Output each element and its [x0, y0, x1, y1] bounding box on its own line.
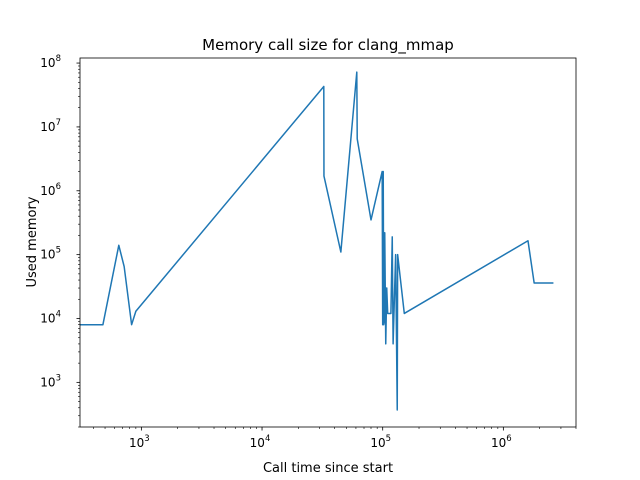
plot-frame [79, 57, 577, 428]
x-tick-exponent: 5 [386, 434, 391, 444]
y-tick-label: 103 [40, 373, 61, 389]
x-tick-label: 106 [491, 434, 512, 450]
x-tick-exponent: 4 [265, 434, 270, 444]
y-tick-base: 10 [40, 248, 55, 262]
series-line-group [80, 71, 554, 411]
y-tick-base: 10 [40, 56, 55, 70]
y-tick-base: 10 [40, 120, 55, 134]
y-tick-label: 107 [40, 118, 61, 134]
x-tick-label: 105 [370, 434, 391, 450]
x-tick-base: 10 [129, 436, 144, 450]
y-tick-exponent: 5 [56, 246, 61, 256]
y-tick-label: 108 [40, 54, 61, 70]
y-tick-label: 105 [40, 246, 61, 262]
y-tick-exponent: 3 [56, 373, 61, 383]
y-tick-exponent: 6 [56, 182, 61, 192]
y-tick-base: 10 [40, 375, 55, 389]
y-tick-exponent: 4 [56, 310, 61, 320]
y-tick-exponent: 7 [56, 118, 61, 128]
y-tick-label: 106 [40, 182, 61, 198]
x-tick-exponent: 6 [506, 434, 511, 444]
x-axis-label: Call time since start [263, 461, 393, 476]
x-tick-exponent: 3 [144, 434, 149, 444]
y-tick-base: 10 [40, 312, 55, 326]
chart-title: Memory call size for clang_mmap [202, 36, 454, 55]
x-axis-ticks: 103 104 105 106 [93, 427, 577, 450]
y-tick-label: 104 [40, 310, 61, 326]
x-tick-base: 10 [370, 436, 385, 450]
y-tick-exponent: 8 [56, 54, 61, 64]
y-axis-label: Used memory [25, 196, 40, 287]
x-tick-base: 10 [491, 436, 506, 450]
x-tick-base: 10 [250, 436, 265, 450]
x-tick-label: 103 [129, 434, 150, 450]
series-line [80, 71, 554, 411]
y-tick-base: 10 [40, 184, 55, 198]
x-tick-label: 104 [250, 434, 271, 450]
